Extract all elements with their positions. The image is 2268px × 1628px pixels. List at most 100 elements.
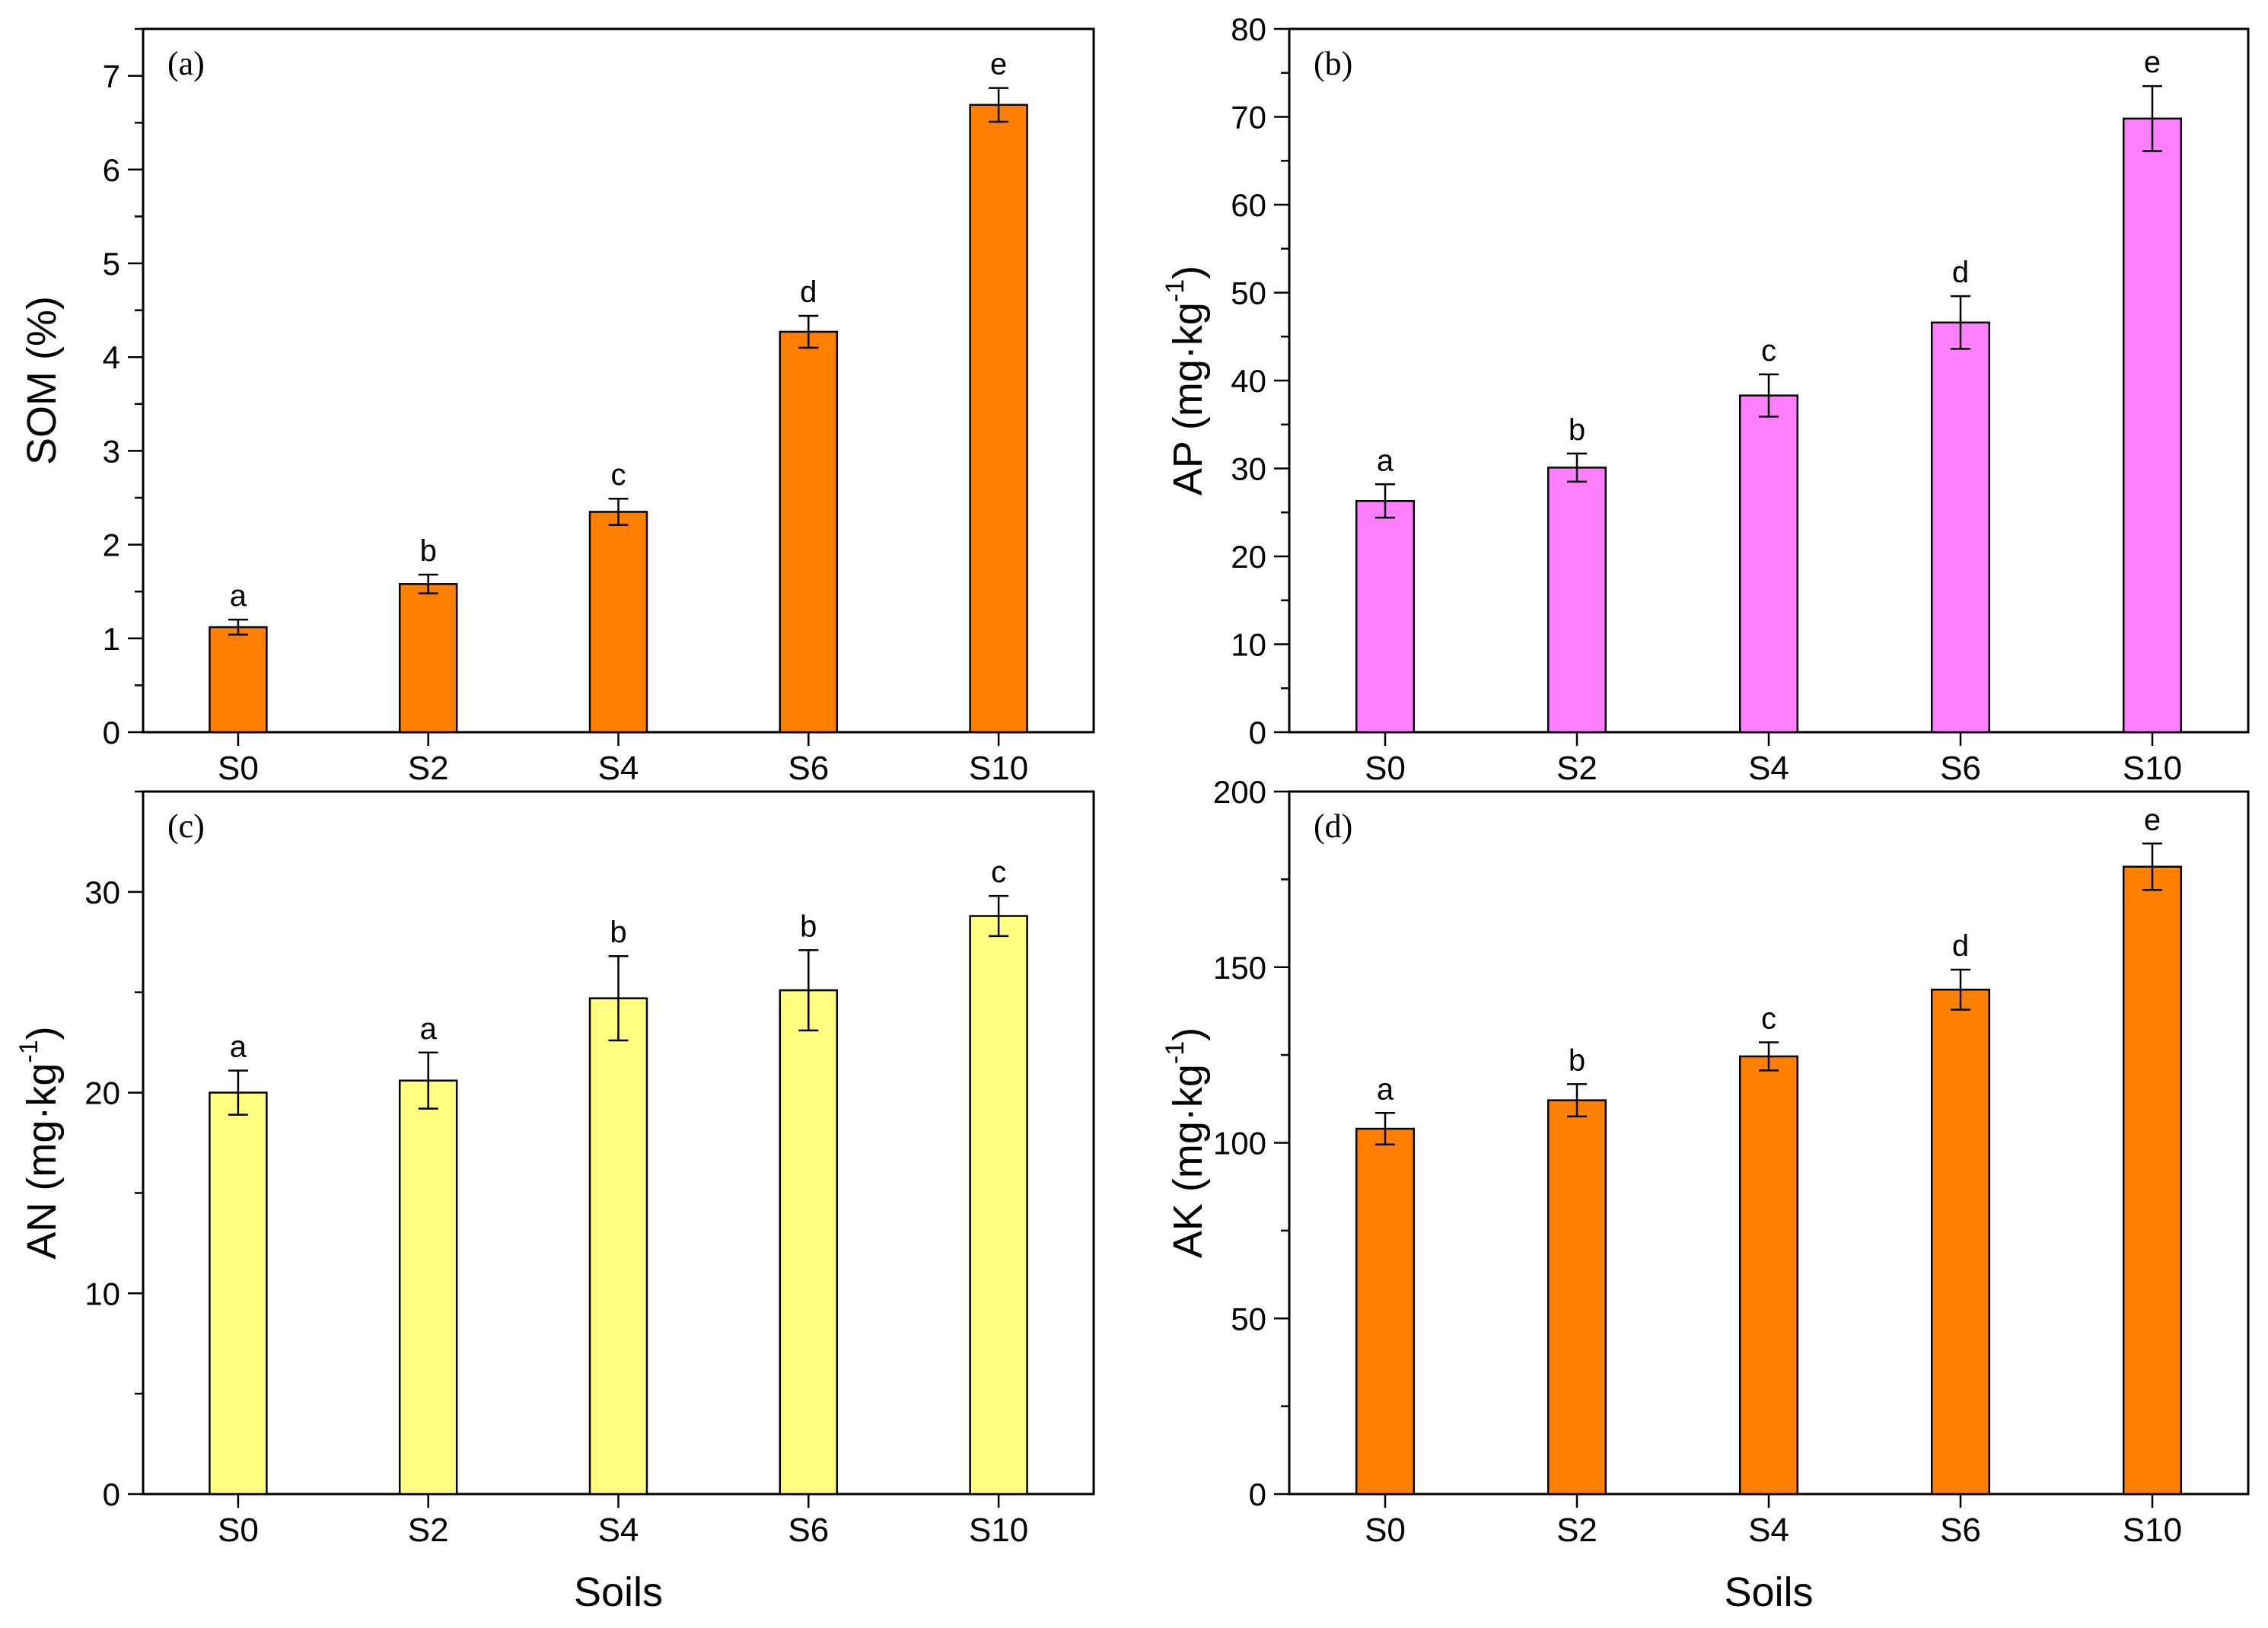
- chart-panel-4: 0 50 100 150 200 a S0 b S2 c S4 d S6 e S10 (d) AK (mg·kg…: [1161, 774, 2250, 1615]
- x-tick-label-S0: S0: [218, 1512, 259, 1549]
- x-tick-label-S10: S10: [969, 750, 1028, 787]
- significance-letter-S2: b: [1569, 1043, 1585, 1077]
- bar-S0: [1355, 499, 1416, 734]
- significance-letter-S10: c: [991, 855, 1006, 889]
- significance-letter-S4: c: [1761, 334, 1776, 368]
- x-tick-label-S4: S4: [1748, 1512, 1789, 1549]
- y-tick-label: 50: [1231, 1301, 1266, 1336]
- significance-letter-S4: c: [611, 458, 626, 492]
- x-tick-label-S10: S10: [2123, 750, 2182, 787]
- x-tick-label-S4: S4: [598, 750, 639, 787]
- y-tick-label: 2: [103, 527, 120, 563]
- significance-letter-S2: b: [420, 534, 437, 568]
- bar-S10: [969, 915, 1028, 1496]
- y-axis-label-main: AK (mg·kg: [1165, 1064, 1211, 1258]
- y-axis-label: AK (mg·kg-1): [1161, 1027, 1211, 1258]
- y-tick-label: 0: [103, 1477, 120, 1512]
- y-tick-label: 7: [103, 59, 120, 94]
- significance-letter-S0: a: [1377, 1072, 1394, 1106]
- y-tick-label: 50: [1231, 276, 1266, 311]
- y-tick-label: 4: [103, 339, 120, 375]
- bar-S6: [1930, 321, 1991, 734]
- panel-label: (c): [167, 808, 205, 845]
- bar-S4: [588, 997, 648, 1496]
- significance-letter-S4: b: [610, 916, 626, 949]
- y-tick-label: 20: [1231, 539, 1266, 575]
- bar-S0: [1355, 1127, 1416, 1496]
- significance-letter-S6: b: [800, 910, 817, 943]
- y-tick-label: 70: [1231, 100, 1266, 135]
- x-tick-label-S6: S6: [788, 750, 829, 787]
- y-axis-label-close: ): [19, 1026, 65, 1040]
- y-tick-label: 10: [84, 1276, 120, 1311]
- bar-S10: [2122, 117, 2183, 734]
- y-tick-label: 100: [1213, 1126, 1266, 1161]
- x-tick-label-S2: S2: [408, 1512, 449, 1549]
- significance-letter-S0: a: [230, 579, 247, 613]
- x-tick-label-S2: S2: [408, 750, 449, 787]
- x-tick-label-S6: S6: [1940, 750, 1981, 787]
- x-axis-label: Soils: [574, 1569, 663, 1615]
- y-tick-label: 3: [103, 433, 120, 469]
- bar-S6: [779, 989, 839, 1496]
- y-tick-label: 80: [1231, 11, 1266, 47]
- significance-letter-S6: d: [800, 276, 817, 309]
- x-axis-label: Soils: [1724, 1569, 1813, 1615]
- bar-S4: [1738, 394, 1799, 734]
- bar-S10: [2122, 865, 2183, 1496]
- y-axis-label-close: ): [1165, 266, 1211, 279]
- bar-S10: [969, 104, 1028, 734]
- chart-panel-2: 0 10 20 30 40 50 60 70 80 a S0 b S2 c S4 d S6 e S10 (b) AP (…: [1161, 11, 2250, 787]
- chart-panel-3: 0 10 20 30 a S0 a S2 b S4 b S6 c S10 (c) AN (mg·kg-1) So…: [14, 790, 1095, 1615]
- x-tick-label-S0: S0: [218, 750, 259, 787]
- bar-S2: [398, 1079, 458, 1496]
- significance-letter-S6: d: [1952, 929, 1969, 963]
- significance-letter-S10: e: [2144, 46, 2161, 79]
- significance-letter-S10: e: [2144, 803, 2161, 836]
- y-axis-label-superscript: -1: [14, 1040, 43, 1063]
- bar-S0: [209, 626, 268, 734]
- significance-letter-S10: e: [990, 48, 1007, 81]
- significance-letter-S2: b: [1569, 413, 1585, 447]
- bar-S0: [209, 1091, 268, 1496]
- bar-S4: [1738, 1055, 1799, 1496]
- y-tick-label: 6: [103, 152, 120, 188]
- y-axis-label: SOM (%): [19, 296, 65, 465]
- y-axis-label-main: SOM (%): [19, 296, 65, 465]
- y-tick-label: 150: [1213, 950, 1266, 986]
- panel-label: (b): [1314, 45, 1352, 82]
- x-tick-label-S6: S6: [1940, 1512, 1981, 1549]
- y-tick-label: 200: [1213, 774, 1266, 810]
- y-tick-label: 30: [1231, 451, 1266, 487]
- y-tick-label: 60: [1231, 187, 1266, 223]
- panel-label: (d): [1314, 808, 1352, 845]
- panel-label: (a): [167, 45, 205, 82]
- x-tick-label-S4: S4: [1748, 750, 1789, 787]
- x-tick-label-S6: S6: [788, 1512, 829, 1549]
- y-axis-label-main: AP (mg·kg: [1165, 302, 1211, 495]
- bar-S6: [1930, 989, 1991, 1496]
- chart-panel-1: 0 1 2 3 4 5 6 7 a S0 b S2 c S4 d S6 e S10 (a) SOM (%): [19, 27, 1095, 787]
- y-tick-label: 1: [103, 621, 120, 657]
- significance-letter-S0: a: [230, 1031, 247, 1064]
- y-tick-label: 40: [1231, 363, 1266, 399]
- y-axis-label-main: AN (mg·kg: [19, 1063, 65, 1260]
- x-tick-label-S0: S0: [1365, 750, 1406, 787]
- x-tick-label-S4: S4: [598, 1512, 639, 1549]
- y-tick-label: 10: [1231, 627, 1266, 663]
- y-tick-label: 0: [1249, 1477, 1266, 1512]
- bar-S2: [1547, 1099, 1607, 1496]
- y-axis-label: AP (mg·kg-1): [1161, 266, 1211, 495]
- y-tick-label: 20: [84, 1075, 120, 1111]
- x-tick-label-S2: S2: [1556, 1512, 1597, 1549]
- significance-letter-S4: c: [1761, 1002, 1776, 1036]
- x-tick-label-S2: S2: [1556, 750, 1597, 787]
- y-tick-label: 5: [103, 246, 120, 282]
- bar-S6: [779, 330, 839, 734]
- x-tick-label-S10: S10: [2123, 1512, 2182, 1549]
- y-tick-label: 30: [84, 875, 120, 910]
- bar-S2: [398, 583, 458, 734]
- bar-S2: [1547, 467, 1607, 734]
- y-axis-label: AN (mg·kg-1): [14, 1026, 65, 1259]
